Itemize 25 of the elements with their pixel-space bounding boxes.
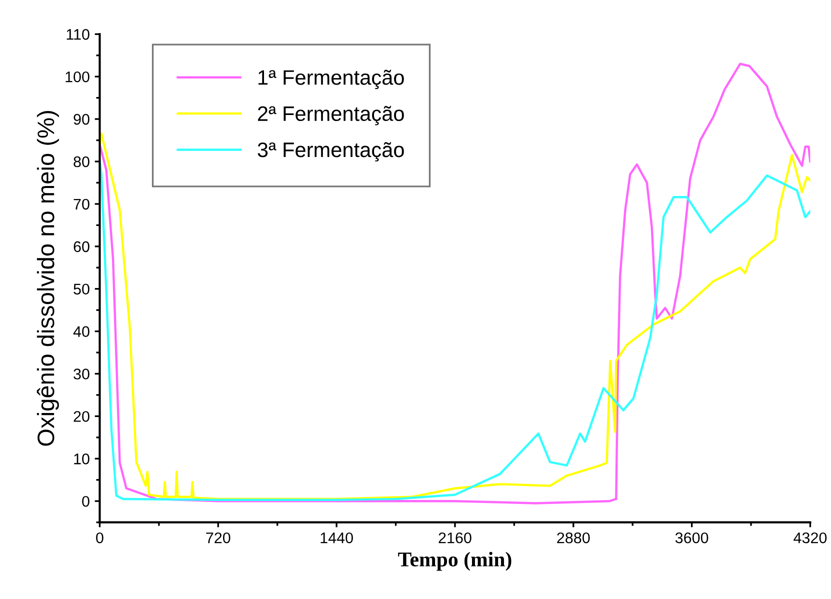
y-tick-label: 110 bbox=[66, 29, 90, 40]
y-tick-label: 60 bbox=[74, 241, 90, 252]
y-tick-label: 70 bbox=[74, 198, 90, 210]
x-tick-label: 2160 bbox=[438, 532, 472, 544]
legend-label: 1ª Fermentação bbox=[258, 70, 404, 90]
y-tick-label: 80 bbox=[74, 156, 90, 168]
y-tick-label: 0 bbox=[82, 496, 90, 507]
y-tick-label: 10 bbox=[74, 454, 90, 464]
y-tick-label: 20 bbox=[74, 411, 90, 422]
y-axis-title: Oxigênio dissolvido no meio (%) bbox=[36, 111, 59, 446]
y-tick-label: 100 bbox=[66, 71, 90, 82]
x-tick-label: 4320 bbox=[794, 532, 827, 544]
x-tick-label: 3600 bbox=[675, 532, 708, 544]
y-tick-label: 40 bbox=[73, 326, 90, 337]
line-series bbox=[100, 62, 810, 504]
x-tick-label: 0 bbox=[96, 532, 104, 544]
y-tick-label: 90 bbox=[74, 114, 90, 125]
legend-label: 3ª Fermentação bbox=[258, 142, 404, 162]
x-tick-label: 720 bbox=[206, 532, 230, 544]
y-tick-label: 50 bbox=[74, 284, 90, 295]
legend-label: 2ª Fermentação bbox=[258, 106, 404, 126]
x-axis-title: Tempo (min) bbox=[398, 552, 512, 571]
x-tick-label: 2880 bbox=[557, 532, 590, 544]
x-tick-label: 1440 bbox=[320, 532, 353, 544]
y-tick-label: 30 bbox=[74, 368, 90, 380]
